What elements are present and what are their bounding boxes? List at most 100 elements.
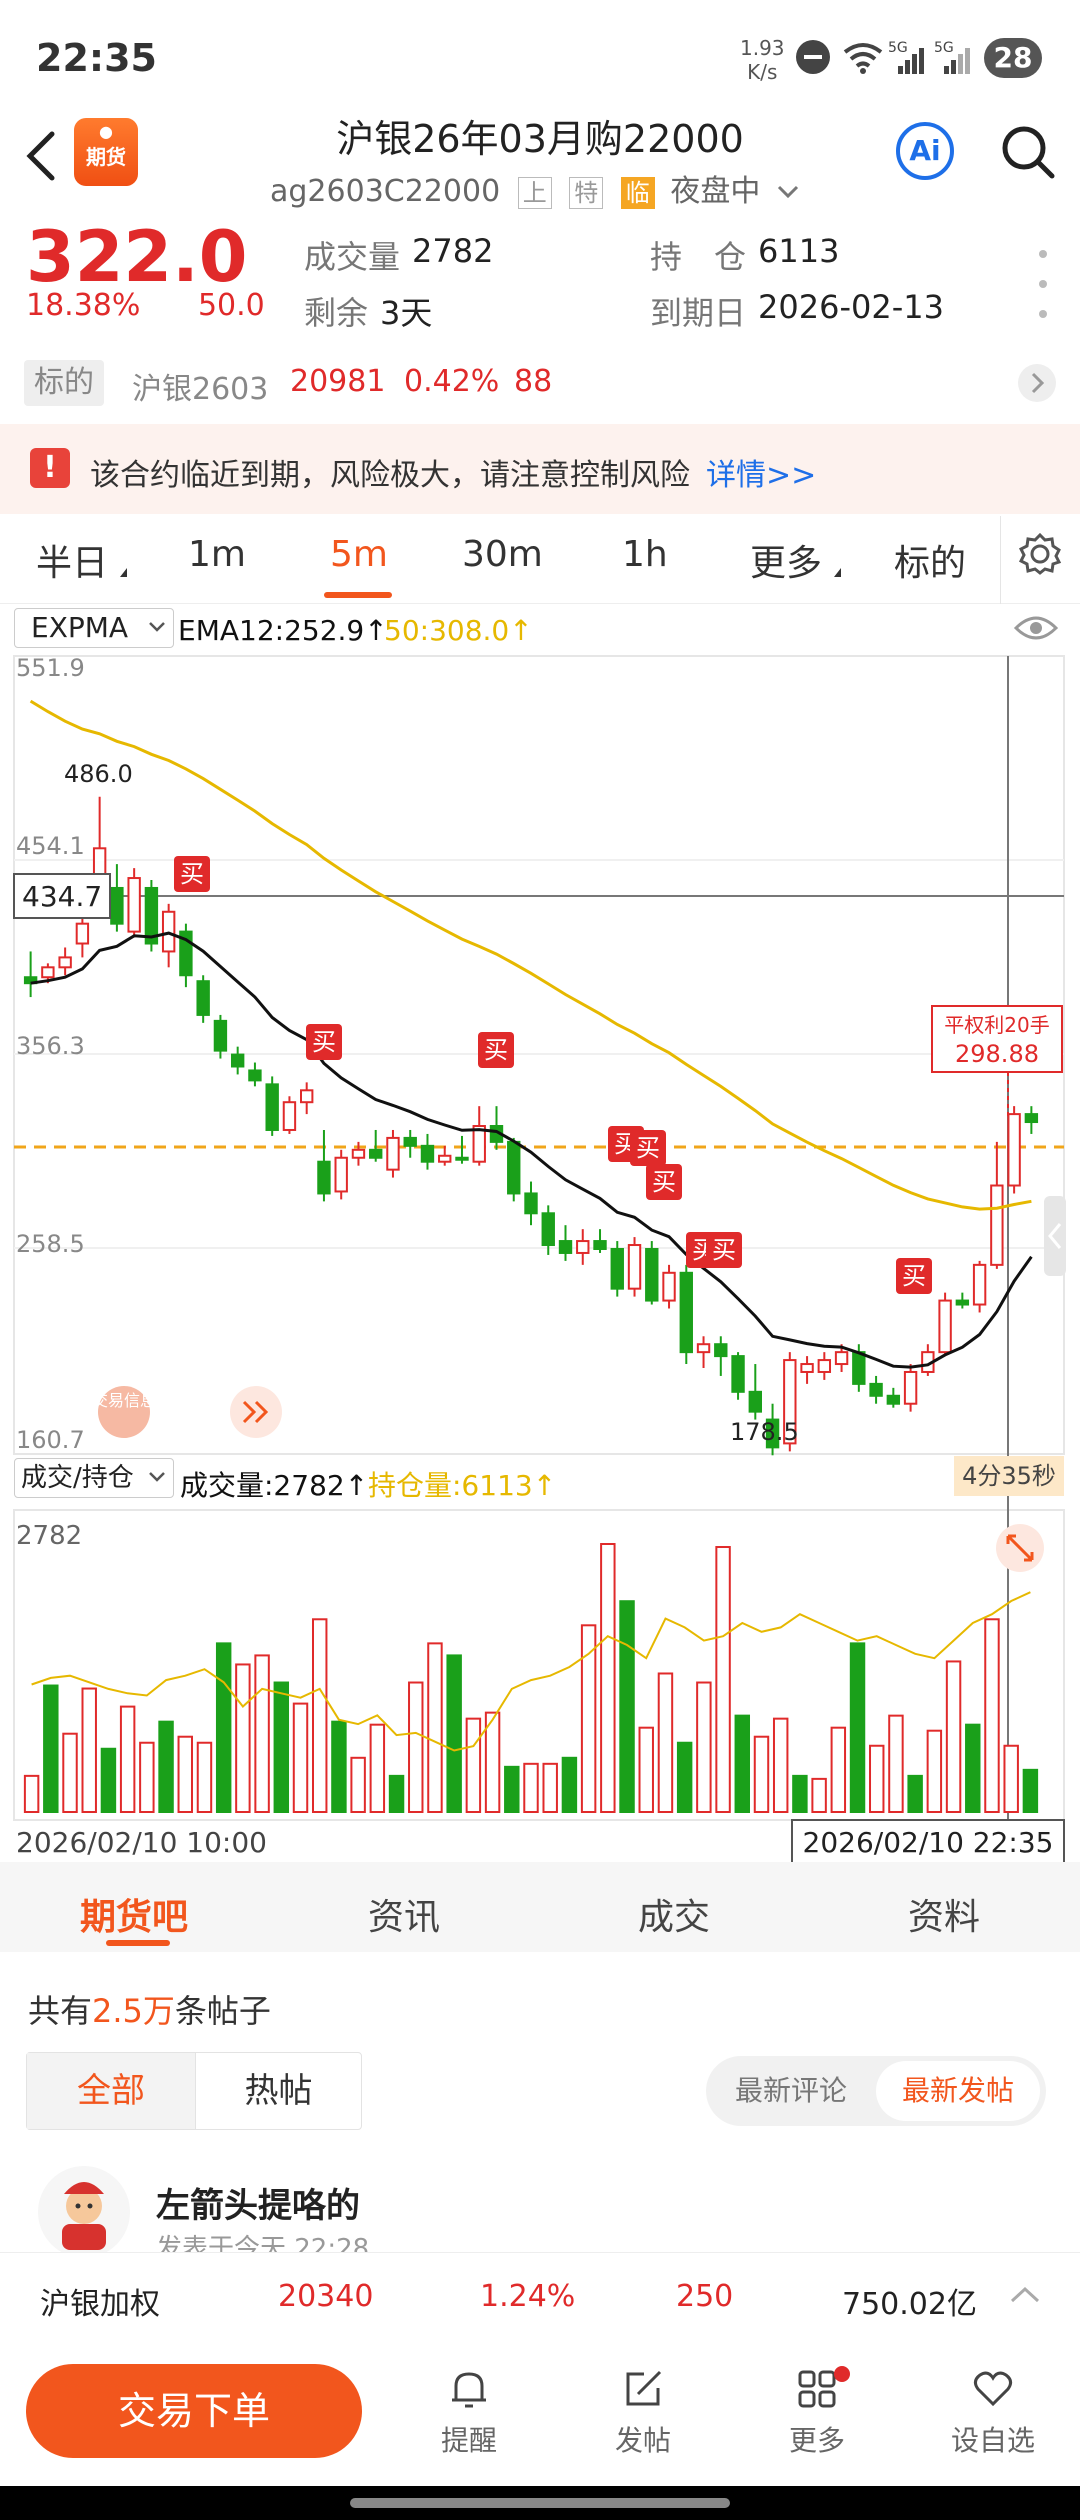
volume-bar xyxy=(792,1774,808,1813)
candle xyxy=(783,1352,797,1452)
candle xyxy=(23,951,38,998)
last-price: 322.0 xyxy=(26,216,248,298)
post-author[interactable]: 左箭头提咯的 xyxy=(156,2186,360,2226)
dnd-icon xyxy=(796,40,830,74)
tab-1m[interactable]: 1m xyxy=(188,534,246,575)
candle xyxy=(593,1229,607,1253)
candle-body xyxy=(230,1053,245,1068)
contract-subtitle[interactable]: ag2603C22000 上 特 临 夜盘中 xyxy=(270,166,800,210)
nav-post[interactable]: 发帖 xyxy=(588,2366,698,2459)
price-change-row: 18.38% 50.0 xyxy=(26,288,265,323)
buy-marker-label: 买 xyxy=(902,1262,926,1290)
tab-5m[interactable]: 5m xyxy=(330,534,388,575)
tab-underlying[interactable]: 标的 xyxy=(894,543,967,584)
trade-order-button[interactable]: 交易下单 xyxy=(26,2364,362,2458)
underlying-change: 88 xyxy=(514,364,553,399)
tab-news[interactable]: 资讯 xyxy=(368,1897,441,1938)
risk-warning-banner: ! 该合约临近到期，风险极大，请注意控制风险 详情>> xyxy=(0,424,1080,514)
signal-1-icon xyxy=(896,44,926,80)
volume-bar xyxy=(427,1642,443,1813)
nav-more[interactable]: 更多 xyxy=(762,2366,872,2459)
sort-latest-post[interactable]: 最新发帖 xyxy=(876,2061,1040,2121)
candle-body xyxy=(265,1083,279,1131)
search-icon[interactable] xyxy=(998,122,1058,186)
tab-more[interactable]: 更多 xyxy=(750,543,823,584)
post-count-prefix: 共有 xyxy=(28,1992,93,2030)
indicator-name: EXPMA xyxy=(31,611,129,644)
post-filter-group: 全部 热帖 xyxy=(26,2052,362,2130)
nav-watchlist[interactable]: 设自选 xyxy=(938,2366,1048,2459)
wifi-icon xyxy=(842,40,884,80)
indicator-selector[interactable]: EXPMA xyxy=(14,608,174,648)
volume-chart-frame xyxy=(13,1509,1065,1821)
status-time: 22:35 xyxy=(36,36,157,80)
ema50-value: 50:308.0↑ xyxy=(384,614,533,647)
candle xyxy=(438,1145,452,1166)
kline-chart-area[interactable]: 551.9 454.1 356.3 258.5 160.7 434.7 486.… xyxy=(0,604,1080,1865)
weighted-index-name: 沪银加权 xyxy=(40,2287,160,2322)
kline-chart-svg[interactable]: 551.9 454.1 356.3 258.5 160.7 434.7 486.… xyxy=(0,604,1080,1865)
tab-trades[interactable]: 成交 xyxy=(638,1897,711,1938)
back-icon[interactable] xyxy=(22,128,62,188)
candle-body xyxy=(541,1212,555,1247)
candle xyxy=(731,1352,745,1400)
open-interest-readout: 持仓量:6113↑ xyxy=(368,1469,557,1502)
volume-selector-label: 成交/持仓 xyxy=(21,1463,134,1493)
tab-1h[interactable]: 1h xyxy=(622,534,668,575)
buy-marker xyxy=(630,1130,666,1166)
volume-bar xyxy=(100,1747,117,1813)
remain-label: 剩余 xyxy=(304,294,369,332)
filter-hot[interactable]: 热帖 xyxy=(195,2053,361,2129)
home-indicator[interactable] xyxy=(350,2498,730,2508)
weighted-index-change: 250 xyxy=(676,2279,734,2314)
nav-alert[interactable]: 提醒 xyxy=(414,2366,524,2459)
ai-assistant-button[interactable]: Ai xyxy=(896,122,954,180)
chevron-up-icon[interactable] xyxy=(1008,2283,1042,2311)
warning-details-link[interactable]: 详情>> xyxy=(706,458,817,493)
candle-body xyxy=(748,1390,762,1413)
gear-icon[interactable] xyxy=(1018,532,1062,580)
corner-triangle-icon xyxy=(834,568,841,577)
candle xyxy=(921,1344,935,1376)
chevron-right-icon xyxy=(1018,364,1056,402)
tab-futures-forum[interactable]: 期货吧 xyxy=(80,1897,189,1938)
candle xyxy=(834,1344,849,1372)
tab-profile[interactable]: 资料 xyxy=(908,1897,981,1938)
sort-latest-comment[interactable]: 最新评论 xyxy=(734,2074,847,2107)
volume-readout: 成交量:2782↑ xyxy=(180,1469,369,1502)
eye-icon[interactable] xyxy=(1012,612,1060,648)
session-status: 夜盘中 xyxy=(670,174,761,209)
underlying-row[interactable]: 标的 沪银2603 20981 0.42% 88 xyxy=(0,352,1080,416)
filter-all[interactable]: 全部 xyxy=(27,2053,195,2129)
candle xyxy=(938,1292,952,1357)
status-bar: 22:35 1.93 K/s 5G 5G 28 xyxy=(0,0,1080,120)
candle xyxy=(1024,1106,1039,1134)
trade-info-button[interactable] xyxy=(98,1386,150,1438)
candle xyxy=(662,1264,676,1309)
bottom-navigation: 交易下单 提醒 发帖 更多 设自选 xyxy=(0,2346,1080,2486)
volume-bar xyxy=(388,1774,405,1813)
more-dots-icon[interactable] xyxy=(1038,246,1048,322)
buy-marker xyxy=(646,1164,682,1200)
ema12-value: EMA12:252.9↑ xyxy=(178,614,388,647)
side-drawer-handle[interactable] xyxy=(1044,1196,1066,1276)
remain-value: 3天 xyxy=(380,294,433,332)
candle-body xyxy=(783,1359,797,1445)
posts-section: 共有2.5万条帖子 全部 热帖 最新评论 最新发帖 左箭头提咯的 发表于今天 2… xyxy=(0,1952,1080,2264)
volume-indicator-selector[interactable]: 成交/持仓 xyxy=(14,1458,174,1498)
volume-bar xyxy=(696,1681,712,1813)
y-tick-label: 160.7 xyxy=(16,1426,85,1454)
tab-30m[interactable]: 30m xyxy=(462,534,543,575)
weighted-index-bar[interactable]: 沪银加权 20340 1.24% 250 750.02亿 xyxy=(0,2252,1080,2346)
avatar[interactable] xyxy=(38,2166,130,2258)
volume-max-label: 2782 xyxy=(16,1521,82,1551)
candle xyxy=(58,947,72,976)
candle xyxy=(213,1014,228,1059)
candle-body xyxy=(610,1247,624,1290)
volume-bar xyxy=(292,1702,309,1813)
volume-bar xyxy=(350,1756,366,1813)
candle xyxy=(248,1062,262,1087)
volume-bar xyxy=(753,1735,770,1814)
tab-half-day[interactable]: 半日 xyxy=(36,543,109,584)
crosshair-price-box xyxy=(13,873,111,919)
